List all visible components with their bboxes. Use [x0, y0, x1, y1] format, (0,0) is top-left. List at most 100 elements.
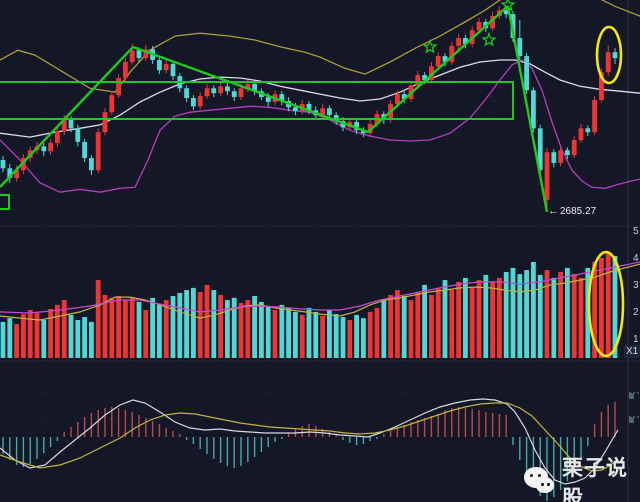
volume-bar — [347, 320, 353, 358]
candle-body — [231, 91, 237, 98]
volume-bar — [524, 270, 529, 358]
volume-bar — [381, 300, 387, 358]
green-star-marker[interactable] — [481, 31, 497, 47]
volume-bar — [286, 307, 291, 358]
candle-body — [599, 72, 604, 100]
green-star-marker[interactable] — [422, 38, 438, 54]
volume-bar — [537, 274, 543, 358]
candle-body — [157, 60, 162, 71]
low-pointer-icon: ← — [548, 205, 559, 217]
macd-layer — [0, 398, 619, 501]
volume-bar — [333, 314, 339, 358]
candle-body — [401, 94, 407, 100]
upper-band — [0, 0, 640, 93]
candle-body — [14, 170, 19, 179]
volume-bar — [197, 291, 203, 358]
candle-body — [320, 108, 325, 116]
candle-body — [585, 128, 591, 133]
candle-body — [197, 96, 203, 107]
volume-bar — [82, 317, 87, 358]
volume-bar — [422, 284, 427, 358]
vol-ma-magenta — [0, 261, 640, 314]
candle-body — [136, 50, 142, 59]
candle-body — [129, 50, 135, 62]
volume-bar — [163, 300, 169, 358]
candle-body — [476, 21, 482, 31]
volume-bar — [259, 301, 264, 358]
candle-body — [211, 88, 217, 94]
volume-bar — [89, 321, 94, 358]
candle-body — [102, 112, 108, 133]
candle-body — [537, 128, 543, 171]
volume-bar — [395, 290, 400, 358]
candle-body — [524, 56, 529, 91]
candle-body — [551, 152, 557, 163]
green-trendline-drawing[interactable] — [367, 5, 509, 133]
volume-bar — [7, 318, 13, 358]
green-trendline-drawing[interactable] — [506, 5, 549, 213]
volume-bar — [551, 277, 557, 358]
candle-body — [531, 90, 536, 129]
volume-ma-lines-layer — [0, 261, 640, 321]
volume-bar — [34, 313, 40, 358]
volume-bar — [544, 270, 550, 358]
volume-bar — [497, 277, 502, 358]
volume-bar — [605, 251, 611, 358]
candle-body — [456, 38, 461, 46]
volume-bar — [252, 295, 257, 358]
dif-line — [0, 398, 619, 485]
candle-body — [0, 160, 6, 169]
green-box-drawing[interactable] — [0, 81, 514, 120]
volume-bar — [510, 267, 516, 358]
candle-body — [578, 128, 584, 140]
volume-bar — [592, 261, 597, 358]
candle-body — [75, 128, 81, 142]
candle-body — [21, 158, 26, 171]
candle-body — [48, 142, 53, 152]
volume-bar — [442, 280, 448, 358]
candle-body — [565, 150, 570, 156]
green-box-drawing[interactable] — [0, 194, 10, 210]
candle-body — [238, 88, 244, 98]
green-trendline-drawing[interactable] — [0, 46, 134, 188]
candle-body — [293, 107, 298, 112]
volume-bar — [265, 305, 271, 358]
drawing-layer — [0, 0, 625, 358]
volume-bar — [68, 314, 74, 358]
candle-body — [612, 52, 618, 59]
candle-body — [82, 141, 87, 159]
volume-bar — [0, 321, 6, 358]
volume-bar — [388, 294, 393, 358]
candlestick-layer — [0, 6, 618, 211]
low-price-annotation: ← 2685.27 — [548, 205, 596, 217]
candle-body — [517, 38, 523, 57]
candle-body — [225, 86, 230, 92]
volume-bar — [136, 301, 142, 358]
volume-bar — [21, 314, 26, 358]
volume-bar — [211, 290, 217, 358]
volume-bar — [75, 320, 81, 358]
candle-body — [245, 83, 251, 89]
candle-body — [558, 150, 563, 163]
green-trendline-drawing[interactable] — [132, 45, 369, 134]
candle-body — [422, 75, 427, 80]
volume-bar — [612, 256, 618, 358]
candle-body — [143, 49, 149, 59]
volume-bar — [517, 274, 523, 358]
green-star-marker[interactable] — [500, 0, 516, 12]
candle-body — [41, 146, 47, 152]
dea-line — [0, 402, 619, 472]
candle-body — [116, 78, 121, 96]
candle-body — [327, 108, 332, 116]
yellow-ellipse-highlight[interactable] — [595, 25, 623, 85]
candle-body — [435, 56, 441, 67]
volume-bar — [503, 271, 509, 358]
volume-bar — [449, 290, 455, 358]
volume-bar — [293, 311, 298, 358]
volume-bar — [374, 307, 380, 358]
candle-body — [61, 119, 67, 132]
volume-bar — [95, 280, 101, 358]
volume-bar — [143, 310, 149, 358]
yellow-ellipse-highlight[interactable] — [587, 250, 625, 358]
